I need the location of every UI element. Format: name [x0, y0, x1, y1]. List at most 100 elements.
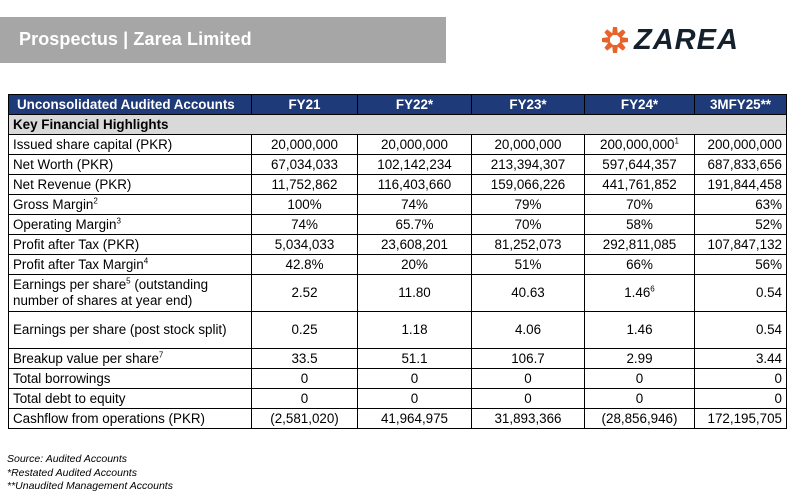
table-cell: 0 [584, 368, 695, 389]
footnote-ref: 5 [126, 276, 131, 286]
column-header: FY21 [251, 94, 358, 115]
table-cell: 0 [357, 368, 472, 389]
row-label: Gross Margin2 [8, 194, 252, 215]
column-header: FY22* [357, 94, 472, 115]
table-cell: 0.54 [694, 274, 787, 312]
row-label: Net Worth (PKR) [8, 154, 252, 175]
table-row: Earnings per share5 (outstanding number … [8, 274, 787, 312]
zarea-star-icon [602, 27, 628, 53]
table-cell: 116,403,660 [357, 174, 472, 195]
table-row: Cashflow from operations (PKR) (2,581,020… [8, 408, 787, 429]
table-cell: 11.80 [357, 274, 472, 312]
table-cell: 20,000,000 [251, 134, 358, 155]
table-row: Operating Margin3 74% 65.7% 70% 58% 52% [8, 214, 787, 235]
row-label: Issued share capital (PKR) [8, 134, 252, 155]
table-cell: 0 [471, 388, 585, 409]
table-cell: 107,847,132 [694, 234, 787, 255]
table-cell: 3.44 [694, 348, 787, 369]
footnote-ref: 3 [116, 216, 121, 226]
table-cell: 70% [471, 214, 585, 235]
table-cell: 200,000,000 [694, 134, 787, 155]
section-row: Key Financial Highlights [8, 114, 787, 135]
table-cell: 81,252,073 [471, 234, 585, 255]
table-cell: 41,964,975 [357, 408, 472, 429]
table-cell: 4.06 [471, 311, 585, 349]
table-row: Earnings per share (post stock split) 0.2… [8, 311, 787, 349]
table-row: Gross Margin2 100% 74% 79% 70% 63% [8, 194, 787, 215]
company-logo: ZAREA [600, 24, 739, 56]
table-cell: 74% [357, 194, 472, 215]
table-cell: 58% [584, 214, 695, 235]
header-banner: Prospectus | Zarea Limited [0, 17, 446, 63]
table-cell: 1.466 [584, 274, 695, 312]
table-cell: 51.1 [357, 348, 472, 369]
row-label: Breakup value per share7 [8, 348, 252, 369]
table-cell: 79% [471, 194, 585, 215]
logo-wordmark: ZAREA [634, 23, 739, 56]
table-cell: 0.54 [694, 311, 787, 349]
row-label: Cashflow from operations (PKR) [8, 408, 252, 429]
table-row: Total debt to equity 0 0 0 0 0 [8, 388, 787, 409]
table-cell: 20,000,000 [471, 134, 585, 155]
table-cell: 20,000,000 [357, 134, 472, 155]
row-label: Earnings per share5 (outstanding number … [8, 274, 252, 312]
footnote-ref: 2 [93, 196, 98, 206]
table-cell: 1.46 [584, 311, 695, 349]
footnote-ref: 4 [143, 256, 149, 266]
table-cell: 52% [694, 214, 787, 235]
table-cell: 51% [471, 254, 585, 275]
footnote-ref: 7 [158, 350, 164, 360]
table-row: Breakup value per share7 33.5 51.1 106.7 2.9… [8, 348, 787, 369]
row-label: Net Revenue (PKR) [8, 174, 252, 195]
footnote: *Restated Audited Accounts [7, 466, 137, 479]
table-row: Issued share capital (PKR) 20,000,000 20,0… [8, 134, 787, 155]
table-cell: 20% [357, 254, 472, 275]
table-header-row: Unconsolidated Audited Accounts FY21 FY2… [8, 94, 787, 115]
table-cell: 0 [357, 388, 472, 409]
table-cell: 5,034,033 [251, 234, 358, 255]
table-cell: 100% [251, 194, 358, 215]
footnote-ref: 6 [650, 284, 655, 294]
table-cell: 1.18 [357, 311, 472, 349]
table-cell: 0 [251, 368, 358, 389]
table-cell: 33.5 [251, 348, 358, 369]
table-row: Profit after Tax Margin4 42.8% 20% 51% 66% 56… [8, 254, 787, 275]
table-cell: 0.25 [251, 311, 358, 349]
table-cell: 74% [251, 214, 358, 235]
table-row: Net Worth (PKR) 67,034,033 102,142,234 213,… [8, 154, 787, 175]
row-label: Total borrowings [8, 368, 252, 389]
table-cell: 2.52 [251, 274, 358, 312]
footnote: Source: Audited Accounts [7, 453, 128, 465]
table-cell: 65.7% [357, 214, 472, 235]
table-cell: 67,034,033 [251, 154, 358, 175]
table-cell: 200,000,0001 [584, 134, 695, 155]
table-cell: (28,856,946) [584, 408, 695, 429]
table-cell: 172,195,705 [694, 408, 787, 429]
footnotes: Source: Audited Accounts *Restated Audit… [7, 453, 173, 494]
table-cell: 0 [694, 388, 787, 409]
table-row: Profit after Tax (PKR) 5,034,033 23,608,20… [8, 234, 787, 255]
table-cell: (2,581,020) [251, 408, 358, 429]
section-title: Key Financial Highlights [8, 114, 787, 135]
table-cell: 0 [584, 388, 695, 409]
row-label: Profit after Tax (PKR) [8, 234, 252, 255]
column-header: FY23* [471, 94, 585, 115]
table-cell: 31,893,366 [471, 408, 585, 429]
financial-highlights-table: Unconsolidated Audited Accounts FY21 FY2… [8, 94, 787, 429]
table-cell: 70% [584, 194, 695, 215]
column-header: FY24* [584, 94, 695, 115]
table-cell: 0 [471, 368, 585, 389]
table-cell: 687,833,656 [694, 154, 787, 175]
table-cell: 102,142,234 [357, 154, 472, 175]
table-cell: 191,844,458 [694, 174, 787, 195]
table-cell: 11,752,862 [251, 174, 358, 195]
row-label: Total debt to equity [8, 388, 252, 409]
table-cell: 441,761,852 [584, 174, 695, 195]
table-cell: 213,394,307 [471, 154, 585, 175]
footnote: **Unaudited Management Accounts [7, 480, 173, 492]
footnote-ref: 1 [674, 136, 679, 146]
row-label: Operating Margin3 [8, 214, 252, 235]
column-header: 3MFY25** [694, 94, 787, 115]
row-label: Profit after Tax Margin4 [8, 254, 252, 275]
table-cell: 63% [694, 194, 787, 215]
